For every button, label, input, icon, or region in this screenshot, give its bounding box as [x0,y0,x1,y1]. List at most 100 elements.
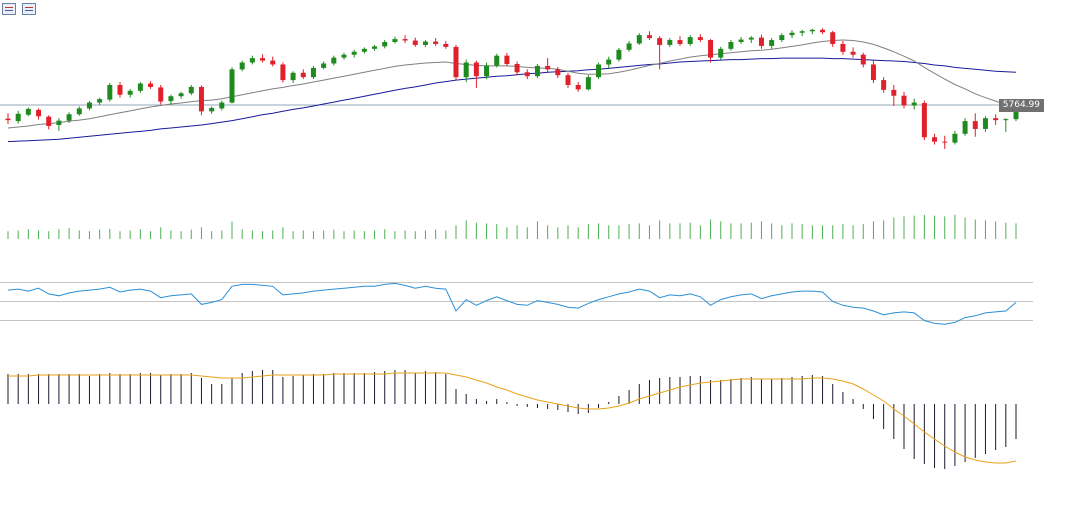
candle-body [881,80,887,90]
candle-body [758,37,764,46]
candle-body [687,37,693,44]
candle-body [993,118,999,121]
candle-body [158,87,164,102]
candle-body [850,51,856,55]
candle-body [361,48,367,52]
candle-body [962,121,968,134]
candle-body [433,41,439,44]
candle-body [76,108,82,115]
candle-body [545,65,551,70]
candle-body [46,116,52,126]
candle-body [606,59,612,65]
candle-body [137,83,143,91]
candle-body [443,43,449,47]
candle-body [626,43,632,50]
candle-body [840,43,846,52]
candle-body [300,72,306,78]
candle-body [239,62,245,70]
rsi-panel [0,282,1033,325]
candle-body [5,118,11,121]
candle-body [891,89,897,96]
candle-body [972,121,978,129]
candle-body [921,103,927,138]
candle-body [524,72,530,77]
rsi-line [7,282,1017,325]
candle-body [86,102,92,109]
candle-body [779,35,785,41]
candle-body [473,62,479,77]
candle-body [575,84,581,90]
candle-body [392,39,398,42]
candle-body [341,54,347,58]
candle-body [453,46,459,78]
candle-body [585,77,591,90]
candle-body [708,40,714,58]
candle-body [718,48,724,58]
chart-properties-icon[interactable] [22,3,36,15]
candle-body [697,37,703,41]
candle-body [596,64,602,78]
macd-panel [7,370,1017,469]
candle-body [484,65,490,77]
candle-body [514,63,520,73]
candle-body [1013,105,1019,120]
candle-body [127,90,133,95]
candle-body [331,57,337,64]
candle-body [677,40,683,44]
candle-body [646,35,652,39]
candle-body [636,35,642,44]
candle-body [748,37,754,40]
candle-body [56,120,62,126]
candle-body [382,42,388,47]
candle-body [809,29,815,32]
candle-body [667,40,673,45]
candle-body [942,141,948,143]
candle-body [932,137,938,142]
candle-body [799,31,805,33]
candle-body [290,72,296,81]
candle-body [198,86,204,112]
candle-body [463,62,469,78]
candle-body [860,54,866,65]
candle-body [565,75,571,85]
candle-body [280,64,286,81]
candle-body [351,51,357,55]
volume-panel [7,214,1017,239]
candle-body [820,29,826,33]
candle-body [117,84,123,95]
candle-body [1003,119,1009,121]
candle-body [270,60,276,65]
candle-body [616,49,622,60]
candle-body [260,58,266,61]
candle-body [168,96,174,102]
candle-body [66,114,72,121]
candle-body [422,41,428,45]
candle-body [229,69,235,103]
candle-body [911,102,917,106]
candle-body [372,46,378,49]
candle-body [728,42,734,49]
candle-body [738,39,744,42]
candle-body [504,55,510,64]
candle-body [249,58,255,63]
indicator-list-icon[interactable] [2,3,16,15]
price-panel [0,28,1033,149]
candle-body [36,109,42,117]
candle-body [97,99,103,103]
candle-body [494,55,500,66]
candle-body [830,32,836,44]
candle-body [789,32,795,36]
candle-body [555,69,561,76]
candle-body [188,86,194,94]
candle-body [219,102,225,109]
candle-body [952,133,958,143]
chart-toolbar [2,3,36,15]
candle-body [321,63,327,68]
last-price-label: 5764.99 [998,98,1044,112]
candle-body [178,93,184,97]
candle-body [310,67,316,78]
candle-body [15,113,21,122]
candle-body [402,39,408,41]
